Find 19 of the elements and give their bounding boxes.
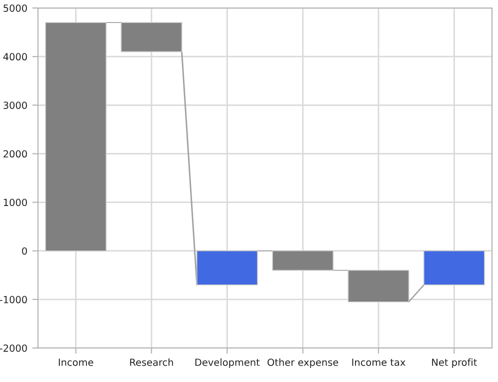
bar (423, 250, 485, 286)
x-tick-label: Income tax (352, 358, 406, 366)
x-tick-label: Other expense (268, 358, 338, 368)
bar (45, 22, 107, 252)
x-tick-label: Development (195, 358, 260, 368)
y-tick-label: 0 (22, 247, 27, 255)
y-tick-label: 1000 (4, 198, 27, 206)
bar (272, 250, 334, 271)
x-tick-label: Research (130, 358, 173, 366)
y-tick-label: -1000 (0, 296, 27, 304)
y-tick-label: 2000 (4, 150, 27, 158)
y-tick-label: -2000 (0, 344, 27, 352)
bar (120, 22, 182, 52)
bar (196, 250, 258, 286)
y-tick-label: 5000 (4, 4, 27, 12)
x-tick-label: Net profit (432, 358, 477, 368)
y-tick-label: 3000 (4, 102, 27, 109)
x-tick-label: Income (58, 358, 94, 366)
y-tick-label: 4000 (3, 53, 27, 60)
